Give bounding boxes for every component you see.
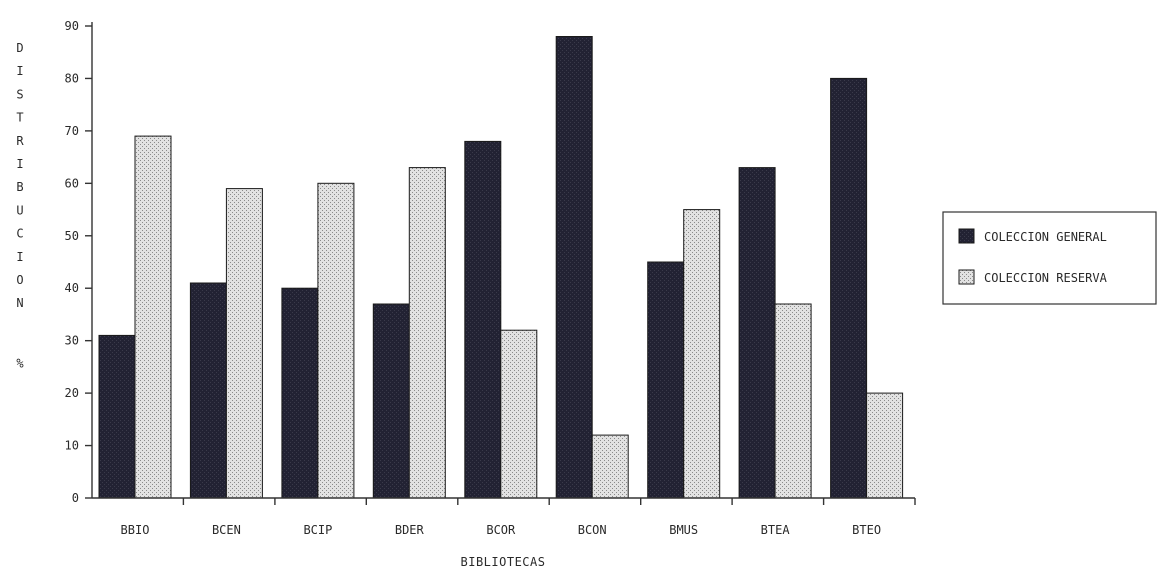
x-category-label: BTEA [761,523,791,537]
bar-reserva-bcip [317,182,355,499]
x-category-label: BCON [578,523,607,537]
bar-general-btea [738,167,776,499]
x-category-label: BDER [395,523,425,537]
legend-label: COLECCION RESERVA [984,271,1108,285]
bar-reserva-bder [408,167,446,499]
y-tick-label: 90 [65,19,79,33]
bar-general-bcor [464,140,502,499]
bar-reserva-bmus [683,209,721,499]
bar-reserva-btea [774,303,812,499]
y-tick-label: 20 [65,386,79,400]
x-category-label: BCOR [486,523,516,537]
y-axis: 0 10 20 30 40 50 60 70 80 90 [65,19,93,505]
y-tick-label: 30 [65,334,79,348]
y-tick-label: 10 [65,439,79,453]
legend-box [942,211,1157,305]
y-tick-label: 60 [65,176,79,190]
bar-general-bbio [98,334,136,499]
x-category-label: BBIO [121,523,150,537]
bar-general-bcon [555,36,593,499]
y-axis-title-letter: I [16,157,23,171]
y-axis-title-unit: % [16,357,24,371]
y-axis-title-letter: O [16,273,23,287]
bar-general-bcen [189,282,227,499]
y-axis-title-letter: D [16,41,23,55]
bar-general-bmus [647,261,685,499]
legend-swatch [958,269,975,285]
bar-general-bteo [830,77,868,499]
x-category-label: BTEO [852,523,881,537]
y-axis-title-letter: I [16,64,23,78]
y-axis-title-letter: N [16,296,23,310]
y-tick-label: 0 [72,491,79,505]
bar-general-bcip [281,287,319,499]
y-tick-label: 40 [65,281,79,295]
legend-swatch [958,228,975,244]
bar-reserva-bcen [225,188,263,499]
y-tick-label: 50 [65,229,79,243]
y-axis-title-letter: U [16,203,23,217]
x-axis: BBIO BCEN BCIP BDER BCOR BCON BMUS BTEA BTEO [92,497,916,537]
x-category-label: BMUS [669,523,698,537]
bar-reserva-bbio [134,135,172,499]
bar-reserva-bteo [866,392,904,499]
legend: COLECCION GENERAL COLECCION RESERVA [942,211,1157,305]
y-axis-title-letter: I [16,250,23,264]
bar-general-bder [372,303,410,499]
bar-reserva-bcor [500,329,538,499]
y-tick-label: 80 [65,71,79,85]
legend-label: COLECCION GENERAL [984,230,1107,244]
y-tick-label: 70 [65,124,79,138]
bars-group [98,36,904,499]
y-axis-title-letter: C [16,227,23,241]
y-axis-title-letter: B [16,180,23,194]
bar-reserva-bcon [591,434,629,499]
x-category-label: BCIP [303,523,332,537]
x-category-label: BCEN [212,523,241,537]
y-axis-title-letter: R [16,134,24,148]
y-axis-title-letter: T [16,111,23,125]
y-axis-title-letter: S [16,87,23,101]
x-axis-title: BIBLIOTECAS [461,555,546,569]
